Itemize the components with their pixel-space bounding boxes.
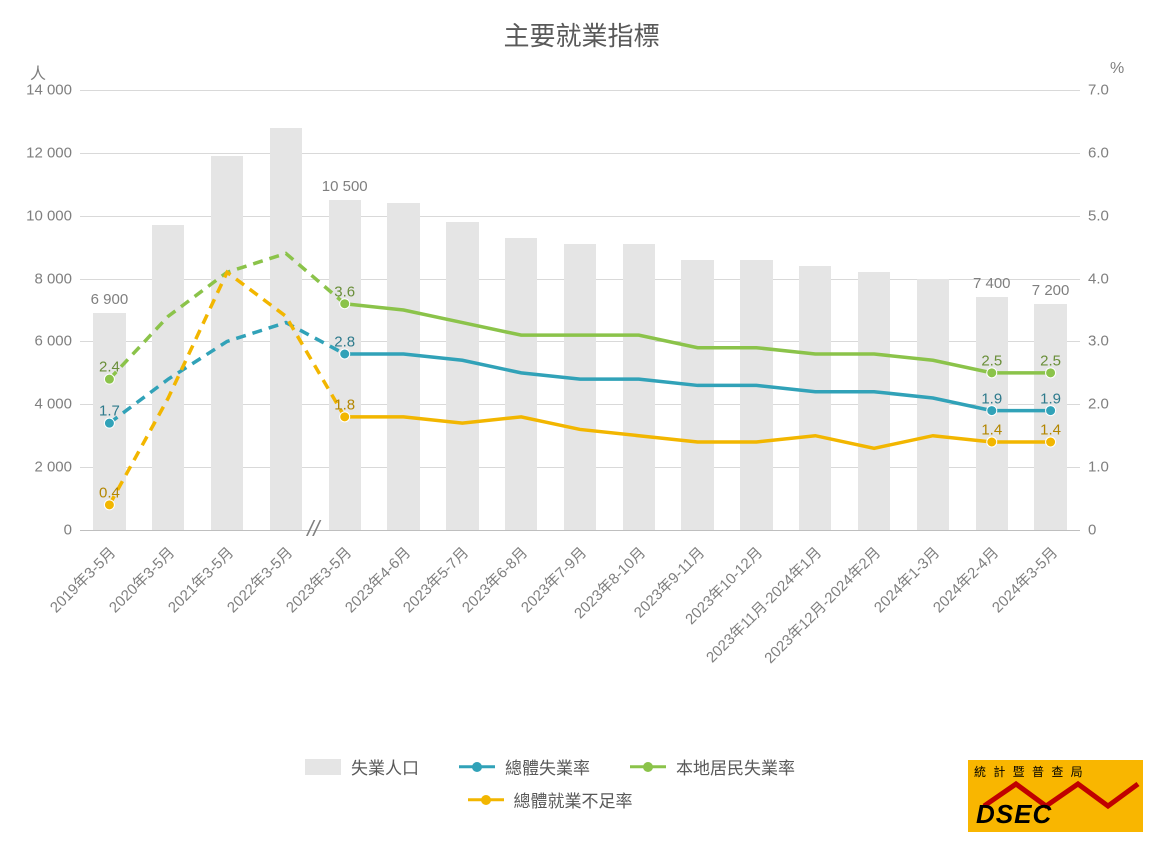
y-left-tick: 6 000 (34, 333, 80, 350)
series-value-label: 2.5 (981, 352, 1002, 369)
series-line (345, 417, 1051, 448)
x-tick-label: 2022年3-5月 (282, 542, 297, 557)
series-value-label: 3.6 (334, 283, 355, 300)
x-tick-label: 2023年9-11月 (694, 542, 709, 557)
legend-swatch-line (468, 793, 504, 807)
line-layer (80, 90, 1080, 530)
x-tick-label: 2023年11月-2024年1月 (811, 542, 826, 557)
legend: 失業人口 總體失業率 本地居民失業率總體就業不足率 (200, 750, 900, 816)
logo-main-text: DSEC (976, 799, 1052, 830)
y-left-tick: 0 (64, 522, 80, 539)
legend-item: 本地居民失業率 (630, 754, 795, 779)
x-tick-label: 2024年1-3月 (929, 542, 944, 557)
x-tick-label: 2023年4-6月 (400, 542, 415, 557)
series-line (345, 304, 1051, 373)
legend-item: 失業人口 (305, 754, 419, 779)
y-right-tick: 4.0 (1080, 270, 1109, 287)
y-left-tick: 10 000 (26, 207, 80, 224)
dsec-logo: 統 計 暨 普 查 局DSEC (968, 760, 1143, 832)
x-tick-label: 2024年2-4月 (988, 542, 1003, 557)
y-right-tick: 2.0 (1080, 396, 1109, 413)
x-tick-label: 2023年3-5月 (341, 542, 356, 557)
y-right-tick: 0 (1080, 522, 1096, 539)
legend-swatch-line (459, 760, 495, 774)
legend-item: 總體就業不足率 (468, 787, 633, 812)
legend-swatch-bar (305, 759, 341, 775)
x-tick-label: 2023年6-8月 (517, 542, 532, 557)
y-right-tick: 5.0 (1080, 207, 1109, 224)
x-tick-label: 2023年7-9月 (576, 542, 591, 557)
y-right-axis-label: % (1110, 60, 1124, 78)
x-tick-label: 2021年3-5月 (223, 542, 238, 557)
x-tick-label: 2023年5-7月 (458, 542, 473, 557)
series-value-label: 1.8 (334, 396, 355, 413)
chart-plot-area: 002 0001.04 0002.06 0003.08 0004.010 000… (80, 90, 1080, 530)
x-tick-label: 2020年3-5月 (164, 542, 179, 557)
y-left-tick: 12 000 (26, 144, 80, 161)
x-tick-label: 2019年3-5月 (105, 542, 120, 557)
series-value-label: 1.4 (981, 422, 1002, 439)
legend-label: 總體就業不足率 (514, 787, 633, 812)
y-left-tick: 14 000 (26, 82, 80, 99)
legend-item: 總體失業率 (459, 754, 590, 779)
legend-swatch-line (630, 760, 666, 774)
series-value-label: 1.9 (981, 390, 1002, 407)
legend-label: 失業人口 (351, 754, 419, 779)
x-tick-label: 2023年10-12月 (752, 542, 767, 557)
x-tick-label: 2023年8-10月 (635, 542, 650, 557)
y-right-tick: 6.0 (1080, 144, 1109, 161)
y-left-tick: 2 000 (34, 459, 80, 476)
series-value-label: 2.4 (99, 359, 120, 376)
y-left-tick: 8 000 (34, 270, 80, 287)
y-left-axis-label: 人 (30, 60, 46, 84)
series-value-label: 2.5 (1040, 352, 1061, 369)
series-line-dashed (109, 323, 344, 424)
y-right-tick: 3.0 (1080, 333, 1109, 350)
legend-label: 總體失業率 (505, 754, 590, 779)
x-tick-label: 2024年3-5月 (1047, 542, 1062, 557)
y-left-tick: 4 000 (34, 396, 80, 413)
series-value-label: 1.7 (99, 403, 120, 420)
chart-title: 主要就業指標 (0, 16, 1163, 53)
series-value-label: 0.4 (99, 484, 120, 501)
legend-label: 本地居民失業率 (676, 754, 795, 779)
y-right-tick: 1.0 (1080, 459, 1109, 476)
x-axis-baseline (80, 530, 1080, 531)
y-right-tick: 7.0 (1080, 82, 1109, 99)
series-value-label: 1.9 (1040, 390, 1061, 407)
series-value-label: 1.4 (1040, 422, 1061, 439)
series-value-label: 2.8 (334, 334, 355, 351)
series-line-dashed (109, 272, 344, 505)
x-tick-label: 2023年12月-2024年2月 (870, 542, 885, 557)
